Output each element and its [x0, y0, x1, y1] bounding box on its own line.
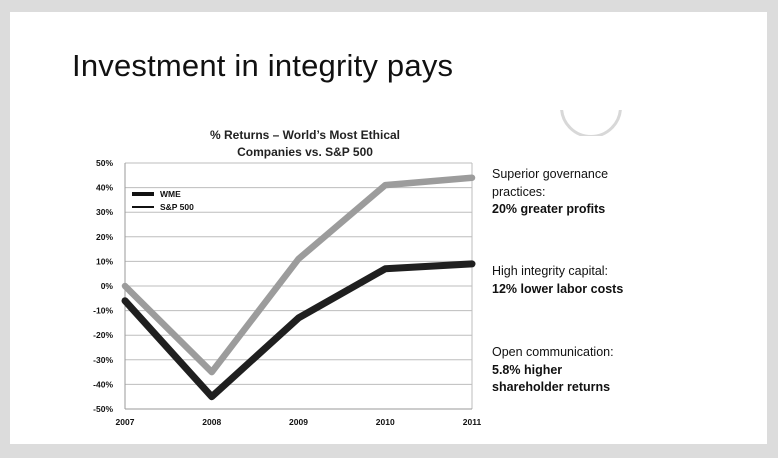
note-heading: Open communication: — [492, 345, 614, 359]
slide-title: Investment in integrity pays — [72, 48, 454, 83]
slide: Investment in integrity pays 50% 40% 30% 20… — [10, 12, 767, 444]
chart-title: % Returns – World’s Most Ethical Compani… — [180, 127, 430, 161]
note-value: 5.8% higher shareholder returns — [492, 362, 611, 395]
note-heading: Superior governance practices: — [492, 167, 609, 199]
series-line-wme — [121, 260, 476, 401]
y-tick-label: 50% — [96, 158, 113, 168]
note-integrity-capital: High integrity capital: 12% lower labor … — [492, 263, 662, 298]
legend-label: S&P 500 — [160, 202, 194, 212]
series-line-s-p-500 — [121, 174, 476, 376]
y-tick-label: -20% — [93, 330, 113, 340]
y-tick-label: 40% — [96, 183, 113, 193]
x-tick-label: 2007 — [116, 417, 135, 427]
note-communication: Open communication: 5.8% higher sharehol… — [492, 344, 632, 397]
y-tick-label: 0% — [101, 281, 114, 291]
y-tick-label: 10% — [96, 256, 113, 266]
x-tick-label: 2011 — [463, 417, 482, 427]
note-heading: High integrity capital: — [492, 264, 609, 278]
y-tick-label: -40% — [93, 379, 113, 389]
y-tick-label: -50% — [93, 404, 113, 414]
y-tick-label: 30% — [96, 207, 113, 217]
y-tick-label: 20% — [96, 232, 113, 242]
y-tick-label: -30% — [93, 355, 113, 365]
legend-label: WME — [160, 189, 181, 199]
chart-title-line-1: % Returns – World’s Most Ethical — [209, 128, 401, 142]
y-tick-label: -10% — [93, 306, 113, 316]
chart-title-line-2: Companies vs. S&P 500 — [237, 145, 373, 159]
x-tick-label: 2009 — [289, 417, 308, 427]
line-chart: 50%40%30%20%10%0%-10%-20%-30%-40%-50%200… — [93, 158, 482, 427]
note-value: 12% lower labor costs — [492, 281, 624, 296]
x-tick-label: 2008 — [202, 417, 221, 427]
note-governance: Superior governance practices: 20% great… — [492, 166, 642, 219]
decorative-ring-icon — [558, 110, 622, 136]
x-tick-label: 2010 — [376, 417, 395, 427]
note-value: 20% greater profits — [492, 202, 606, 216]
